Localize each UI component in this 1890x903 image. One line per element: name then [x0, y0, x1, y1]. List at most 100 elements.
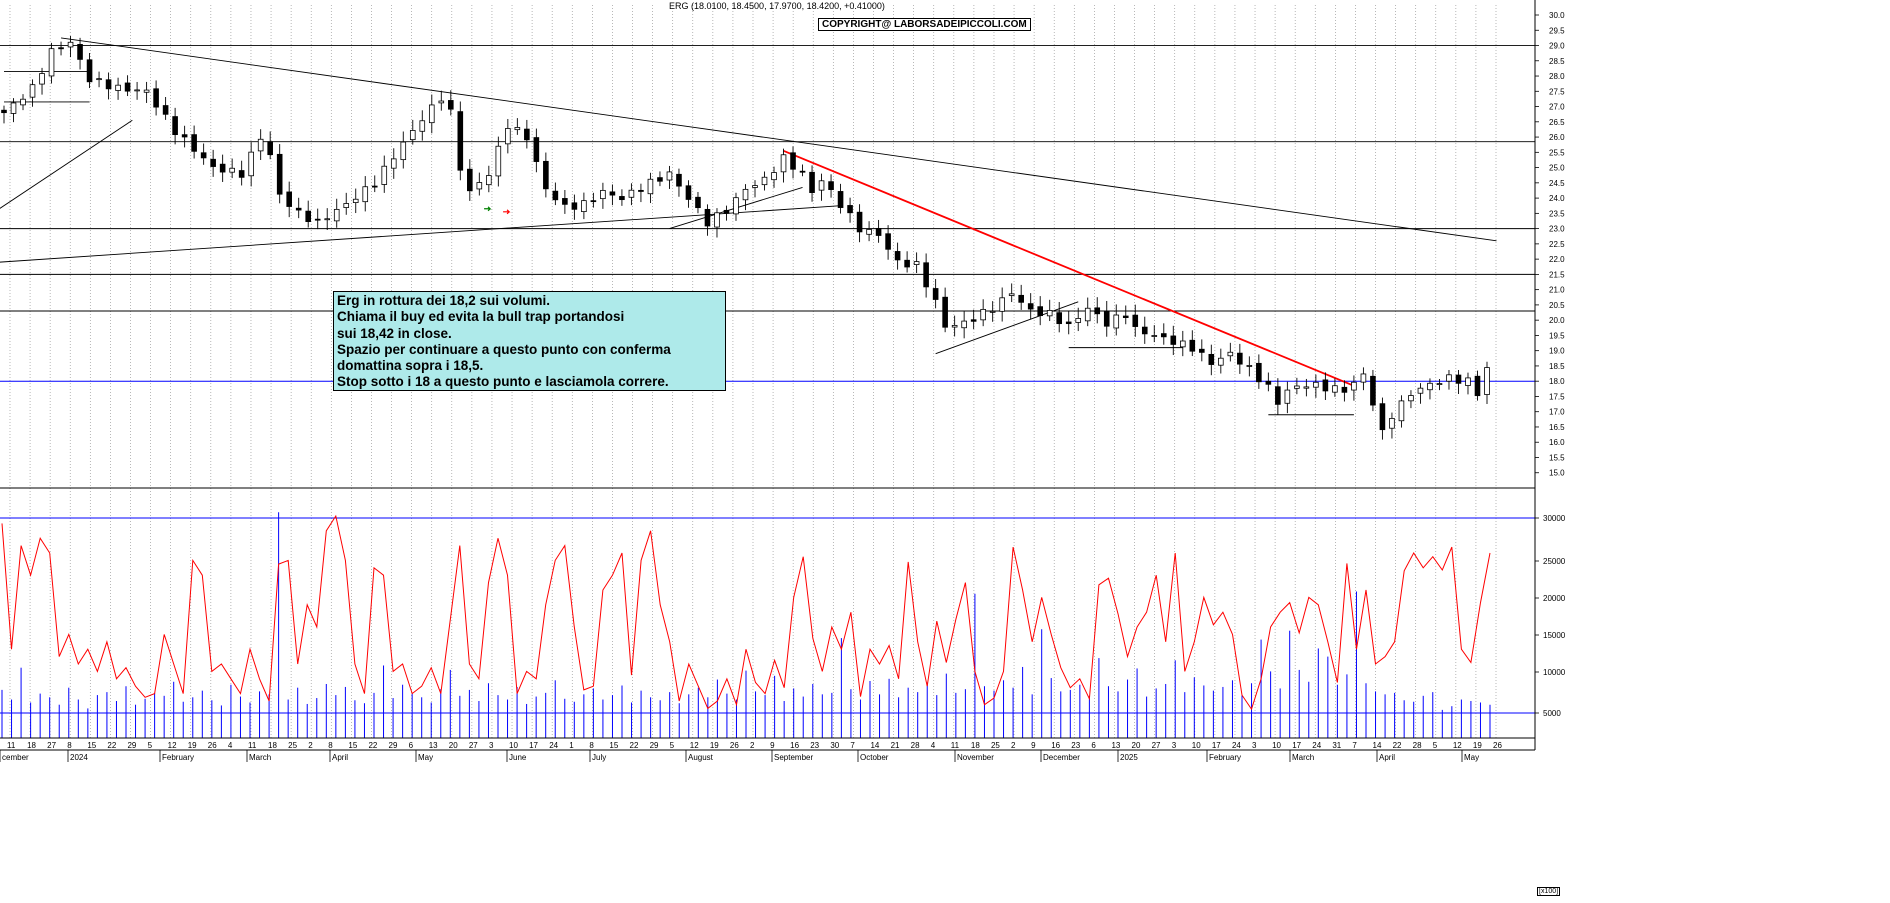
candle-body — [257, 138, 264, 152]
volume-tick-label: 15000 — [1543, 631, 1566, 640]
candle-body — [676, 173, 682, 187]
note-line: sui 18,42 in close. — [337, 325, 452, 341]
date-tick-label: 8 — [589, 741, 594, 750]
price-tick-label: 18.0 — [1549, 377, 1565, 386]
candle-body — [1141, 326, 1148, 335]
month-label: August — [688, 753, 714, 762]
note-line: domattina sopra i 18,5. — [337, 358, 484, 374]
candle-body — [1208, 353, 1215, 365]
month-label: October — [860, 753, 889, 762]
price-tick-label: 27.0 — [1549, 103, 1565, 112]
price-tick-label: 16.5 — [1549, 423, 1565, 432]
price-tick-label: 30.0 — [1549, 11, 1565, 20]
date-tick-label: 9 — [770, 741, 775, 750]
month-label: February — [1209, 753, 1241, 762]
candle-body — [533, 137, 540, 162]
note-line: Stop sotto i 18 a questo punto e lasciam… — [337, 374, 669, 390]
candle-body — [143, 89, 150, 93]
date-tick-label: 20 — [449, 741, 458, 750]
price-tick-label: 23.0 — [1549, 225, 1565, 234]
candle-body — [856, 211, 863, 233]
date-tick-label: 15 — [348, 741, 357, 750]
date-tick-label: 9 — [1031, 741, 1036, 750]
candle-body — [628, 189, 635, 198]
date-tick-label: 5 — [670, 741, 675, 750]
date-tick-label: 15 — [609, 741, 618, 750]
oscillator-line — [1, 514, 1491, 711]
price-tick-label: 29.5 — [1549, 26, 1565, 35]
date-tick-label: 15 — [87, 741, 96, 750]
candle-body — [1103, 311, 1110, 327]
candle-body — [495, 145, 502, 177]
candle-body — [1037, 306, 1043, 317]
candle-body — [695, 196, 701, 209]
note-line: Chiama il buy ed evita la bull trap port… — [337, 309, 625, 325]
candle-body — [761, 176, 768, 186]
candle-body — [989, 310, 996, 313]
candle-body — [1294, 385, 1300, 389]
price-tick-label: 26.5 — [1549, 118, 1565, 127]
month-label: March — [249, 753, 271, 762]
candle-body — [714, 212, 720, 228]
candle-body — [1465, 377, 1471, 386]
date-tick-label: 18 — [971, 741, 980, 750]
candle-body — [1303, 386, 1310, 389]
candle-body — [67, 41, 74, 48]
date-tick-label: 28 — [911, 741, 920, 750]
candle-body — [1160, 333, 1167, 338]
candle-body — [961, 320, 967, 329]
long-resistance-trendline — [60, 37, 1497, 242]
date-tick-label: 7 — [850, 741, 855, 750]
date-tick-label: 4 — [931, 741, 936, 750]
candle-body — [486, 175, 492, 186]
month-label: May — [1464, 753, 1479, 762]
candle-body — [942, 296, 948, 328]
candle-body — [324, 218, 331, 221]
price-tick-label: 17.5 — [1549, 392, 1565, 401]
candle-body — [1455, 374, 1462, 384]
price-tick-label: 28.0 — [1549, 72, 1565, 81]
candle-body — [409, 130, 416, 141]
date-tick-label: 25 — [288, 741, 297, 750]
candle-body — [96, 78, 102, 81]
price-tick-label: 20.0 — [1549, 316, 1565, 325]
month-label: April — [1379, 753, 1395, 762]
month-label: March — [1292, 753, 1314, 762]
volume-tick-label: 10000 — [1543, 668, 1566, 677]
candle-body — [343, 203, 350, 208]
candle-body — [980, 308, 986, 321]
candle-body — [476, 182, 483, 190]
candle-body — [267, 141, 273, 156]
date-tick-label: 11 — [951, 741, 960, 750]
candle-body — [191, 134, 197, 152]
candle-body — [58, 47, 64, 50]
candle-body — [238, 170, 245, 178]
price-tick-label: 20.5 — [1549, 301, 1565, 310]
date-tick-label: 29 — [389, 741, 398, 750]
candle-body — [1, 109, 7, 114]
date-tick-label: 25 — [991, 741, 1000, 750]
date-tick-label: 13 — [429, 741, 438, 750]
candle-body — [932, 288, 939, 300]
month-label: February — [162, 753, 194, 762]
red-resistance-trendline — [783, 149, 1355, 387]
candle-body — [847, 205, 853, 214]
candle-body — [200, 152, 207, 159]
volume-tick-label: 30000 — [1543, 514, 1566, 523]
date-tick-label: 22 — [1393, 741, 1402, 750]
date-tick-label: 28 — [1413, 741, 1422, 750]
price-tick-label: 27.5 — [1549, 87, 1565, 96]
candle-body — [1132, 314, 1139, 327]
date-tick-label: 24 — [1232, 741, 1241, 750]
candle-body — [371, 185, 378, 188]
candle-body — [1370, 375, 1376, 406]
candle-body — [162, 105, 169, 115]
date-tick-label: 11 — [248, 741, 257, 750]
candle-body — [571, 202, 578, 210]
date-tick-label: 5 — [1433, 741, 1438, 750]
candle-body — [438, 100, 445, 104]
price-tick-label: 19.0 — [1549, 347, 1565, 356]
candle-body — [1246, 365, 1253, 367]
candle-body — [1179, 340, 1186, 348]
price-tick-label: 15.0 — [1549, 469, 1565, 478]
